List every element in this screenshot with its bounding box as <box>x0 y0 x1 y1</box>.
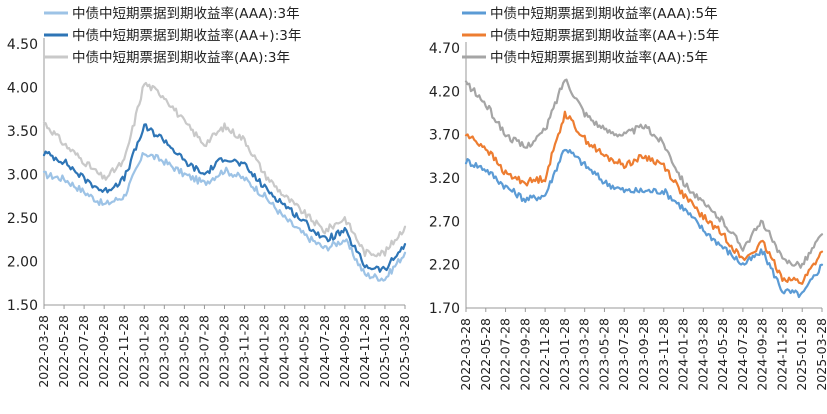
x-tick-label: 2024-03-28 <box>277 315 292 388</box>
x-tick-label: 2023-05-28 <box>596 318 611 391</box>
x-tick-label: 2022-03-28 <box>458 318 473 391</box>
x-tick-label: 2024-03-28 <box>695 318 710 391</box>
y-tick-label: 2.70 <box>429 214 460 230</box>
x-tick-label: 2022-05-28 <box>56 315 71 388</box>
y-tick-label: 3.70 <box>429 128 460 144</box>
x-tick-label: 2024-09-28 <box>337 315 352 388</box>
y-tick-label: 3.00 <box>7 168 38 184</box>
x-tick-label: 2023-09-28 <box>217 315 232 388</box>
x-tick-label: 2023-11-28 <box>656 318 671 391</box>
x-tick-label: 2023-03-28 <box>577 318 592 391</box>
x-tick-label: 2022-09-28 <box>517 318 532 391</box>
x-tick-label: 2024-01-28 <box>257 315 272 388</box>
x-tick-label: 2023-07-28 <box>616 318 631 391</box>
x-tick-label: 2025-03-28 <box>397 315 412 388</box>
x-tick-label: 2023-01-28 <box>557 318 572 391</box>
x-tick-label: 2023-01-28 <box>136 315 151 388</box>
x-tick-label: 2024-11-28 <box>774 318 789 391</box>
y-tick-label: 3.50 <box>7 124 38 140</box>
series-line <box>42 152 407 282</box>
legend-label: 中债中短期票据到期收益率(AAA):5年 <box>490 5 718 22</box>
x-tick-label: 2022-07-28 <box>76 315 91 388</box>
x-tick-label: 2025-03-28 <box>814 318 827 391</box>
x-tick-label: 2022-09-28 <box>96 315 111 388</box>
y-tick-label: 4.70 <box>429 41 460 57</box>
x-tick-label: 2024-07-28 <box>735 318 750 391</box>
legend-label: 中债中短期票据到期收益率(AA):3年 <box>72 49 290 66</box>
legend-label: 中债中短期票据到期收益率(AA+):5年 <box>490 27 719 44</box>
y-tick-label: 1.50 <box>7 298 38 314</box>
y-tick-label: 4.00 <box>7 81 38 97</box>
x-tick-label: 2022-05-28 <box>478 318 493 391</box>
x-tick-label: 2022-07-28 <box>498 318 513 391</box>
series-line <box>464 110 824 285</box>
legend-label: 中债中短期票据到期收益率(AA):5年 <box>490 49 708 66</box>
legend-label: 中债中短期票据到期收益率(AA+):3年 <box>72 27 301 44</box>
x-tick-label: 2023-07-28 <box>196 315 211 388</box>
x-tick-label: 2024-01-28 <box>676 318 691 391</box>
y-tick-label: 2.00 <box>7 255 38 271</box>
x-tick-label: 2024-07-28 <box>317 315 332 388</box>
x-tick-label: 2025-01-28 <box>794 318 809 391</box>
y-tick-label: 4.50 <box>7 37 38 53</box>
x-tick-label: 2023-03-28 <box>156 315 171 388</box>
x-tick-label: 2024-05-28 <box>297 315 312 388</box>
x-tick-label: 2023-11-28 <box>237 315 252 388</box>
y-tick-label: 4.20 <box>429 84 460 100</box>
series-line <box>464 148 824 299</box>
x-tick-label: 2023-09-28 <box>636 318 651 391</box>
series-line <box>42 123 407 273</box>
x-tick-label: 2024-05-28 <box>715 318 730 391</box>
x-tick-label: 2022-03-28 <box>36 315 51 388</box>
y-tick-label: 1.70 <box>429 301 460 317</box>
legend-label: 中债中短期票据到期收益率(AAA):3年 <box>72 5 300 22</box>
y-tick-label: 2.20 <box>429 258 460 274</box>
y-tick-label: 2.50 <box>7 211 38 227</box>
x-tick-label: 2024-09-28 <box>755 318 770 391</box>
series-line <box>42 81 407 258</box>
series-line <box>464 78 824 269</box>
y-tick-label: 3.20 <box>429 171 460 187</box>
x-tick-label: 2022-11-28 <box>537 318 552 391</box>
x-tick-label: 2022-11-28 <box>116 315 131 388</box>
x-tick-label: 2023-05-28 <box>176 315 191 388</box>
x-tick-label: 2024-11-28 <box>357 315 372 388</box>
x-tick-label: 2025-01-28 <box>377 315 392 388</box>
